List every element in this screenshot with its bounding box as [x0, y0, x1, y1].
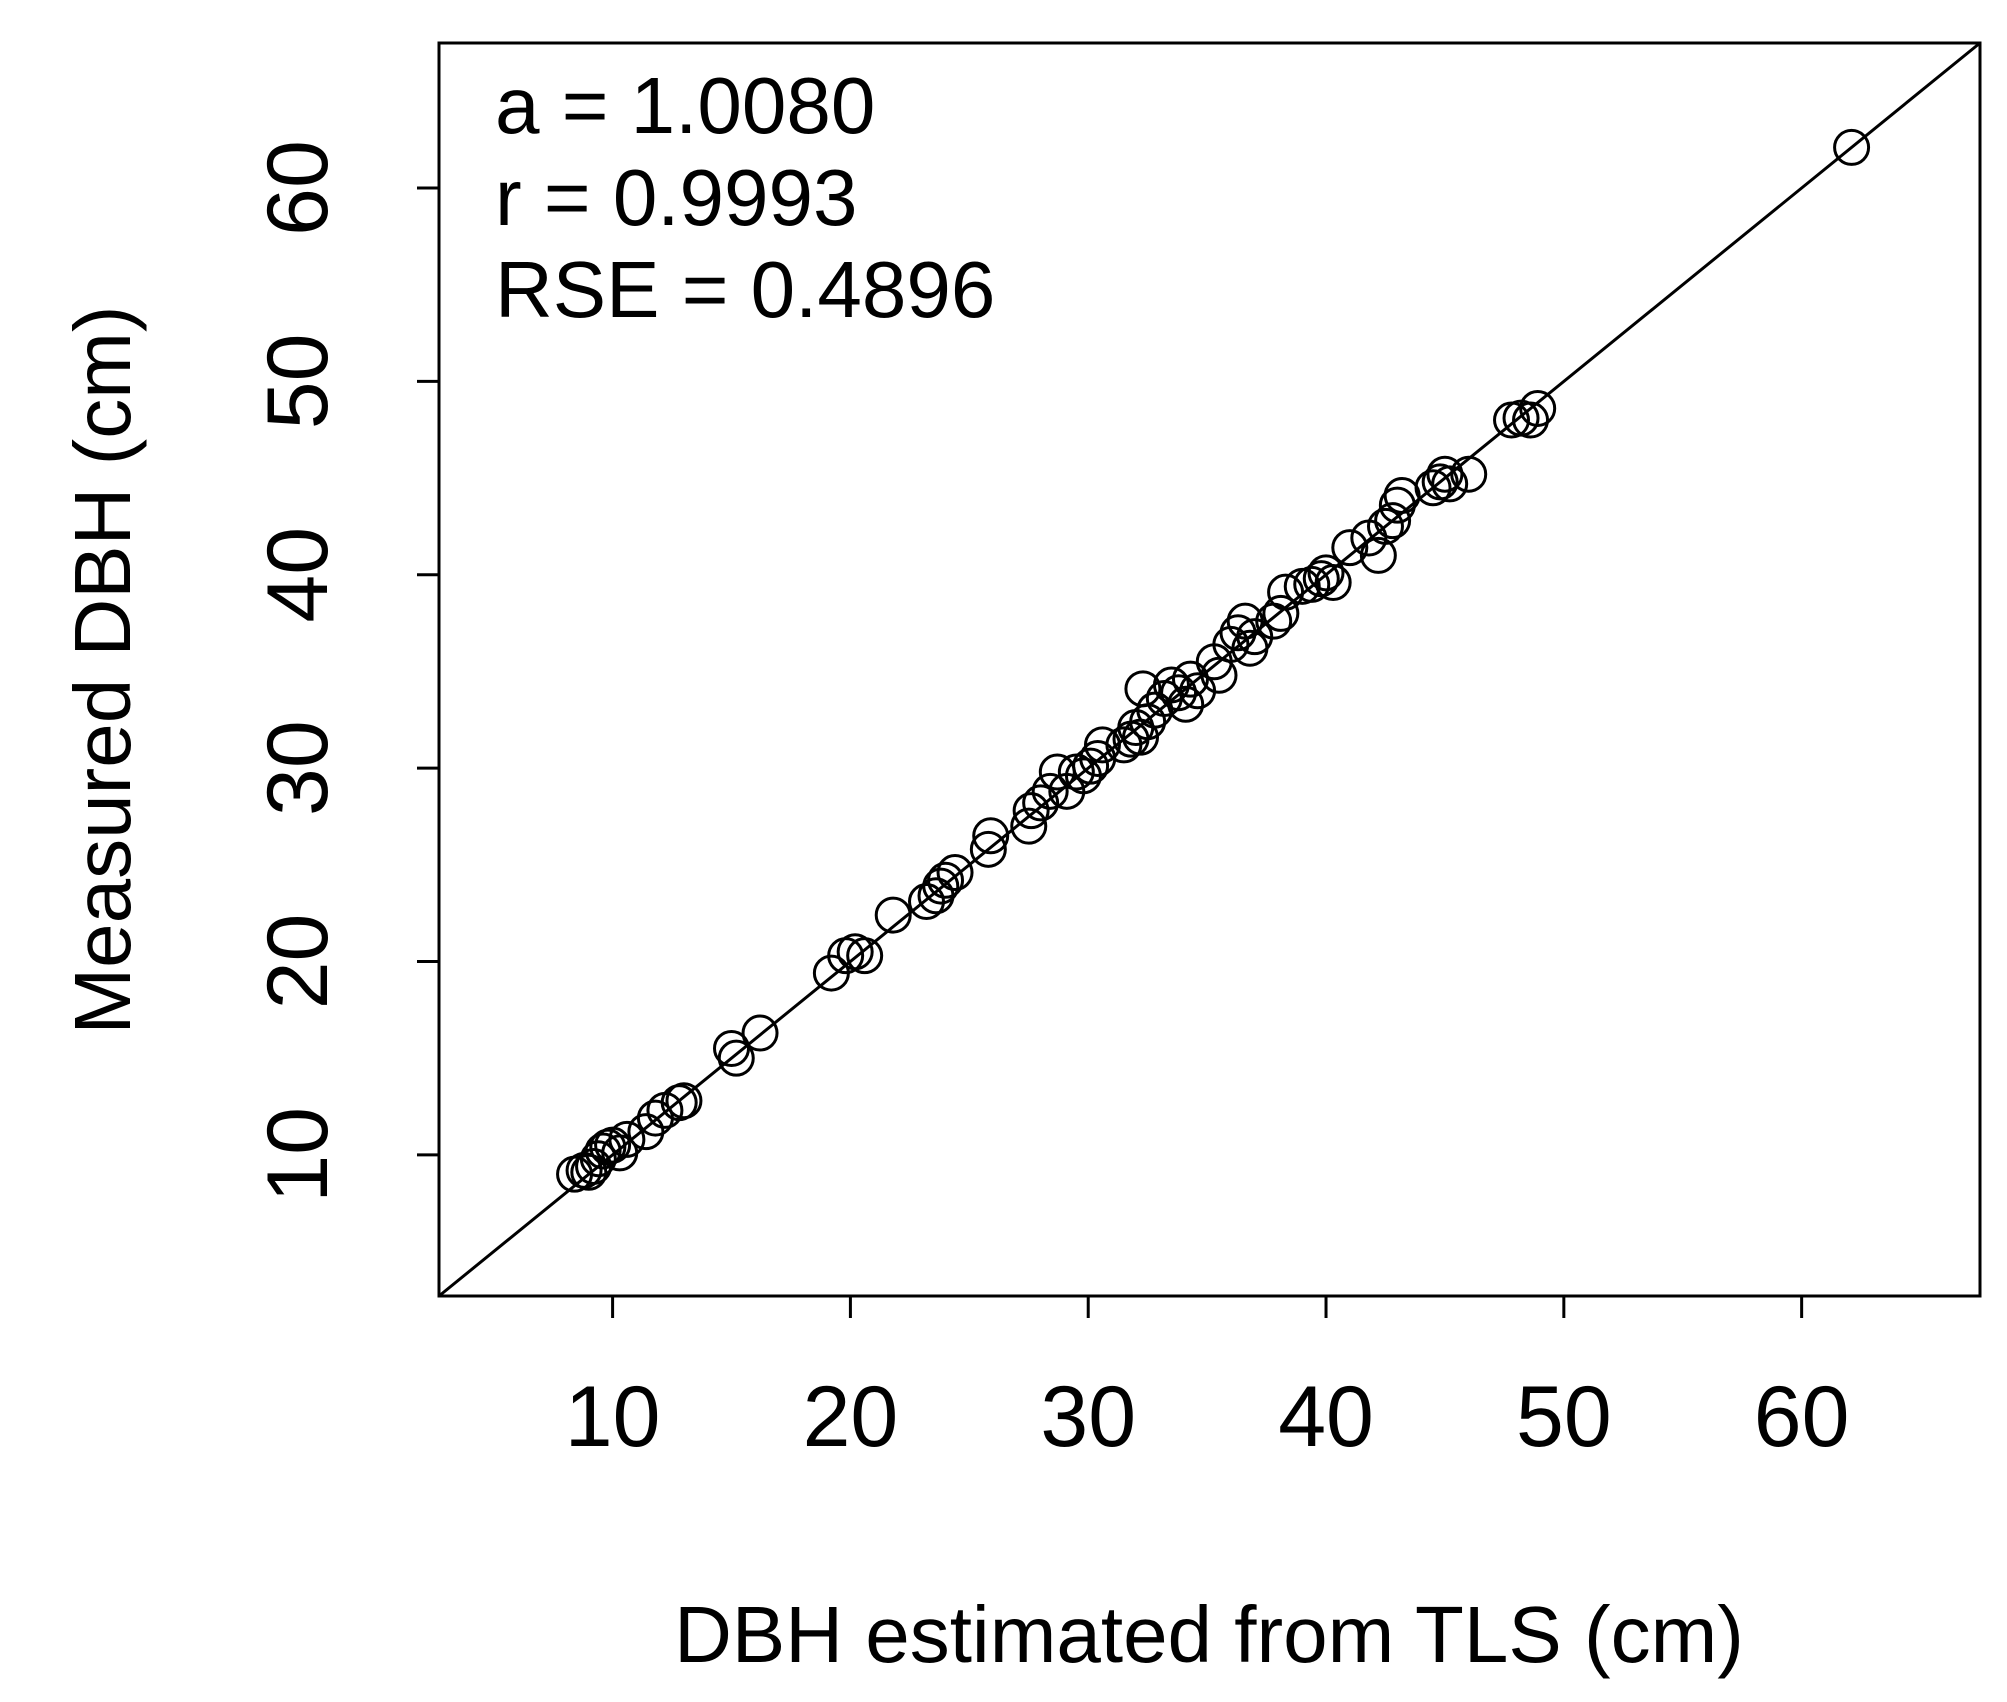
data-point [584, 1132, 622, 1170]
data-point [874, 896, 912, 934]
data-point [1010, 807, 1048, 845]
reference-line-layer [438, 41, 1981, 1298]
data-point [717, 1039, 755, 1077]
data-point [741, 1014, 779, 1052]
y-tick-label: 20 [250, 914, 346, 1010]
data-point [1293, 565, 1331, 603]
data-point [608, 1120, 646, 1158]
data-point [1359, 536, 1397, 574]
x-tick-label: 10 [565, 1369, 661, 1465]
data-point [1414, 469, 1452, 507]
data-point [1833, 128, 1871, 166]
y-axis: 10 20 30 40 50 60 [250, 140, 439, 1203]
data-point [936, 854, 974, 892]
x-tick-label: 50 [1516, 1369, 1612, 1465]
data-point [1307, 554, 1345, 592]
x-tick-label: 30 [1040, 1369, 1136, 1465]
y-tick-label: 50 [250, 334, 346, 430]
annotation-rse: RSE = 0.4896 [495, 245, 995, 334]
data-point [1160, 674, 1198, 712]
data-point [922, 867, 960, 905]
data-point [1012, 792, 1050, 830]
data-point [1022, 784, 1060, 822]
data-point [579, 1140, 617, 1178]
data-point [1031, 772, 1069, 810]
data-point [627, 1113, 665, 1151]
data-point [1431, 465, 1469, 503]
data-point [927, 861, 965, 899]
reference-line [438, 41, 1981, 1298]
y-tick-label: 60 [250, 140, 346, 236]
data-point [1512, 401, 1550, 439]
data-point [969, 830, 1007, 868]
y-axis-title: Measured DBH (cm) [58, 305, 147, 1034]
annotation-correlation: r = 0.9993 [495, 153, 858, 242]
annotation-slope: a = 1.0080 [495, 61, 875, 150]
data-point [1083, 726, 1121, 764]
y-tick-label: 40 [250, 527, 346, 623]
y-tick-label: 30 [250, 720, 346, 816]
data-point [1262, 594, 1300, 632]
data-point [1374, 502, 1412, 540]
x-tick-label: 60 [1754, 1369, 1850, 1465]
data-point [972, 817, 1010, 855]
data-point [570, 1153, 608, 1191]
data-point [1072, 747, 1110, 785]
x-tick-label: 40 [1278, 1369, 1374, 1465]
data-points [556, 128, 1871, 1193]
plot-frame [437, 41, 1982, 1298]
data-point [1366, 507, 1404, 545]
y-tick-label: 10 [250, 1107, 346, 1203]
data-point [1519, 389, 1557, 427]
x-axis-title: DBH estimated from TLS (cm) [674, 1590, 1744, 1679]
x-axis: 10 20 30 40 50 60 [565, 1296, 1850, 1465]
data-point [1136, 691, 1174, 729]
data-point [1331, 529, 1369, 567]
data-point [1171, 660, 1209, 698]
x-tick-label: 20 [803, 1369, 899, 1465]
stats-annotation: a = 1.0080 r = 0.9993 RSE = 0.4896 [495, 61, 995, 334]
data-point [665, 1082, 703, 1120]
data-point [846, 937, 884, 975]
